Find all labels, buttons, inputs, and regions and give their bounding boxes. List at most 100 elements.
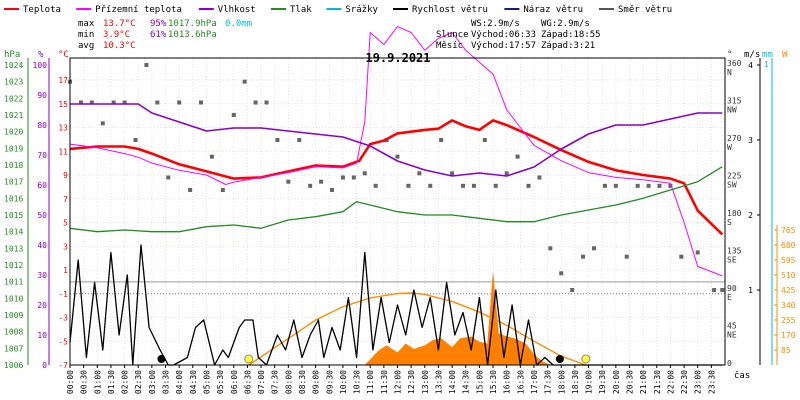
wind-direction-dot (362, 171, 367, 176)
x-tick-label: 04:30 (189, 370, 198, 394)
x-tick-label: 19:30 (598, 370, 607, 394)
moonrise-time: Východ:17:57 (471, 41, 536, 51)
hpa-tick-label: 1008 (4, 328, 23, 337)
wind-direction-dot (111, 100, 116, 105)
wind-direction-dot (144, 63, 149, 67)
astro-block: WS:2.9m/s WG:2.9m/s Slunce Východ:06:33 … (436, 19, 601, 51)
hpa-tick-label: 1016 (4, 194, 23, 203)
wind-direction-dot (286, 179, 291, 184)
wind-direction-dots (68, 63, 725, 292)
wind-direction-dot (133, 138, 138, 142)
wind-direction-dot (471, 183, 476, 188)
wind-direction-dot (264, 100, 269, 105)
wind-wg: WG:2.9m/s (541, 19, 590, 29)
x-tick-label: 09:30 (325, 370, 334, 394)
wind-direction-dot (428, 183, 433, 188)
w-tick-label: 595 (781, 256, 796, 265)
pct-tick-label: 100 (33, 61, 48, 70)
stats-max-label: max (78, 19, 95, 29)
wind-direction-dot (592, 246, 596, 251)
wind-direction-dot (695, 250, 700, 255)
wind-direction-dot (570, 288, 575, 292)
degc-tick-label: -3 (58, 314, 68, 323)
wind-direction-dot (602, 183, 607, 188)
w-tick-label: 170 (781, 331, 796, 340)
degc-tick-label: 17 (58, 76, 68, 85)
wind-direction-dot (559, 271, 564, 276)
axis-hpa-label: hPa (4, 50, 20, 60)
dir-compass-label: E (727, 293, 732, 302)
hpa-tick-label: 1023 (4, 78, 23, 87)
w-tick-label: 680 (781, 241, 796, 250)
x-tick-label: 09:00 (312, 370, 321, 394)
degc-tick-label: 3 (63, 242, 68, 251)
x-tick-label: 06:30 (243, 370, 252, 394)
series-line-rychlost-v-tru (69, 244, 723, 366)
legend-item-label: Vlhkost (218, 5, 256, 15)
degc-tick-label: 9 (63, 171, 68, 180)
series-line-teplota (69, 119, 724, 236)
sunset-time: Západ:18:55 (541, 30, 601, 40)
dir-tick-label: 90 (727, 284, 737, 293)
wind-direction-dot (155, 100, 160, 105)
wind-direction-dot (220, 188, 225, 192)
x-tick-label: 02:00 (121, 370, 130, 394)
sunrise-marker (244, 354, 254, 364)
dir-compass-label: W (727, 143, 732, 152)
hpa-tick-label: 1013 (4, 244, 23, 253)
dir-tick-label: 180 (727, 209, 742, 218)
hpa-tick-label: 1015 (4, 211, 23, 220)
moonrise-marker (555, 355, 564, 363)
dir-tick-label: 135 (727, 247, 742, 256)
hpa-tick-label: 1010 (4, 294, 23, 303)
dir-tick-label: 225 (727, 172, 742, 181)
hpa-tick-label: 1021 (4, 111, 23, 120)
legend: Teplota Přízemní teplota Vlhkost Tlak Srážky… (4, 5, 672, 15)
wind-direction-dot (679, 254, 684, 259)
moonset-time: Západ:3:21 (541, 41, 595, 51)
sunset-marker (581, 354, 591, 364)
w-tick-label: 85 (781, 346, 791, 355)
x-tick-label: 05:30 (216, 370, 225, 394)
x-tick-label: 06:00 (230, 370, 239, 394)
dir-compass-label: NE (727, 331, 737, 340)
wind-direction-dot (526, 183, 531, 188)
chart-title: 19.9.2021 (365, 51, 430, 65)
wind-ws: WS:2.9m/s (471, 19, 520, 29)
wind-direction-dot (242, 79, 247, 84)
wind-direction-dot (122, 100, 127, 105)
mm-tick-label: 1 (764, 60, 769, 69)
dir-compass-label: SW (727, 181, 737, 190)
x-tick-label: 21:30 (653, 370, 662, 394)
legend-item-label: Tlak (290, 5, 312, 15)
x-tick-label: 20:30 (625, 370, 634, 394)
wind-direction-dot (340, 175, 345, 180)
degc-tick-label: -1 (58, 290, 68, 299)
pct-tick-label: 30 (37, 271, 47, 280)
axis-w-label: W (782, 50, 788, 60)
degc-tick-label: 15 (58, 100, 68, 109)
wind-direction-dot (613, 183, 618, 188)
x-tick-label: 08:30 (298, 370, 307, 394)
hpa-tick-label: 1019 (4, 144, 23, 153)
pct-tick-label: 90 (37, 91, 47, 100)
ms-tick-label: 3 (748, 136, 753, 145)
ms-tick-label: 4 (748, 61, 753, 70)
x-tick-label: 11:00 (366, 370, 375, 394)
wind-direction-dot (78, 100, 83, 105)
axis-mm-label: mm (762, 50, 773, 60)
wind-direction-dot (199, 100, 203, 105)
x-tick-label: 15:00 (475, 370, 484, 394)
x-tick-label: 01:00 (93, 370, 102, 394)
stats-avg-temp: 10.3°C (103, 41, 136, 51)
wind-direction-dot (720, 288, 725, 292)
w-tick-label: 765 (781, 226, 796, 235)
pct-tick-label: 70 (37, 151, 47, 160)
wind-direction-dot (308, 183, 313, 188)
stats-min-temp: 3.9°C (103, 30, 130, 40)
x-tick-label: 03:30 (162, 370, 171, 394)
x-tick-label: 02:30 (134, 370, 143, 394)
wind-direction-dot (450, 171, 455, 176)
x-tick-label: 10:30 (353, 370, 362, 394)
x-tick-label: 12:30 (407, 370, 416, 394)
